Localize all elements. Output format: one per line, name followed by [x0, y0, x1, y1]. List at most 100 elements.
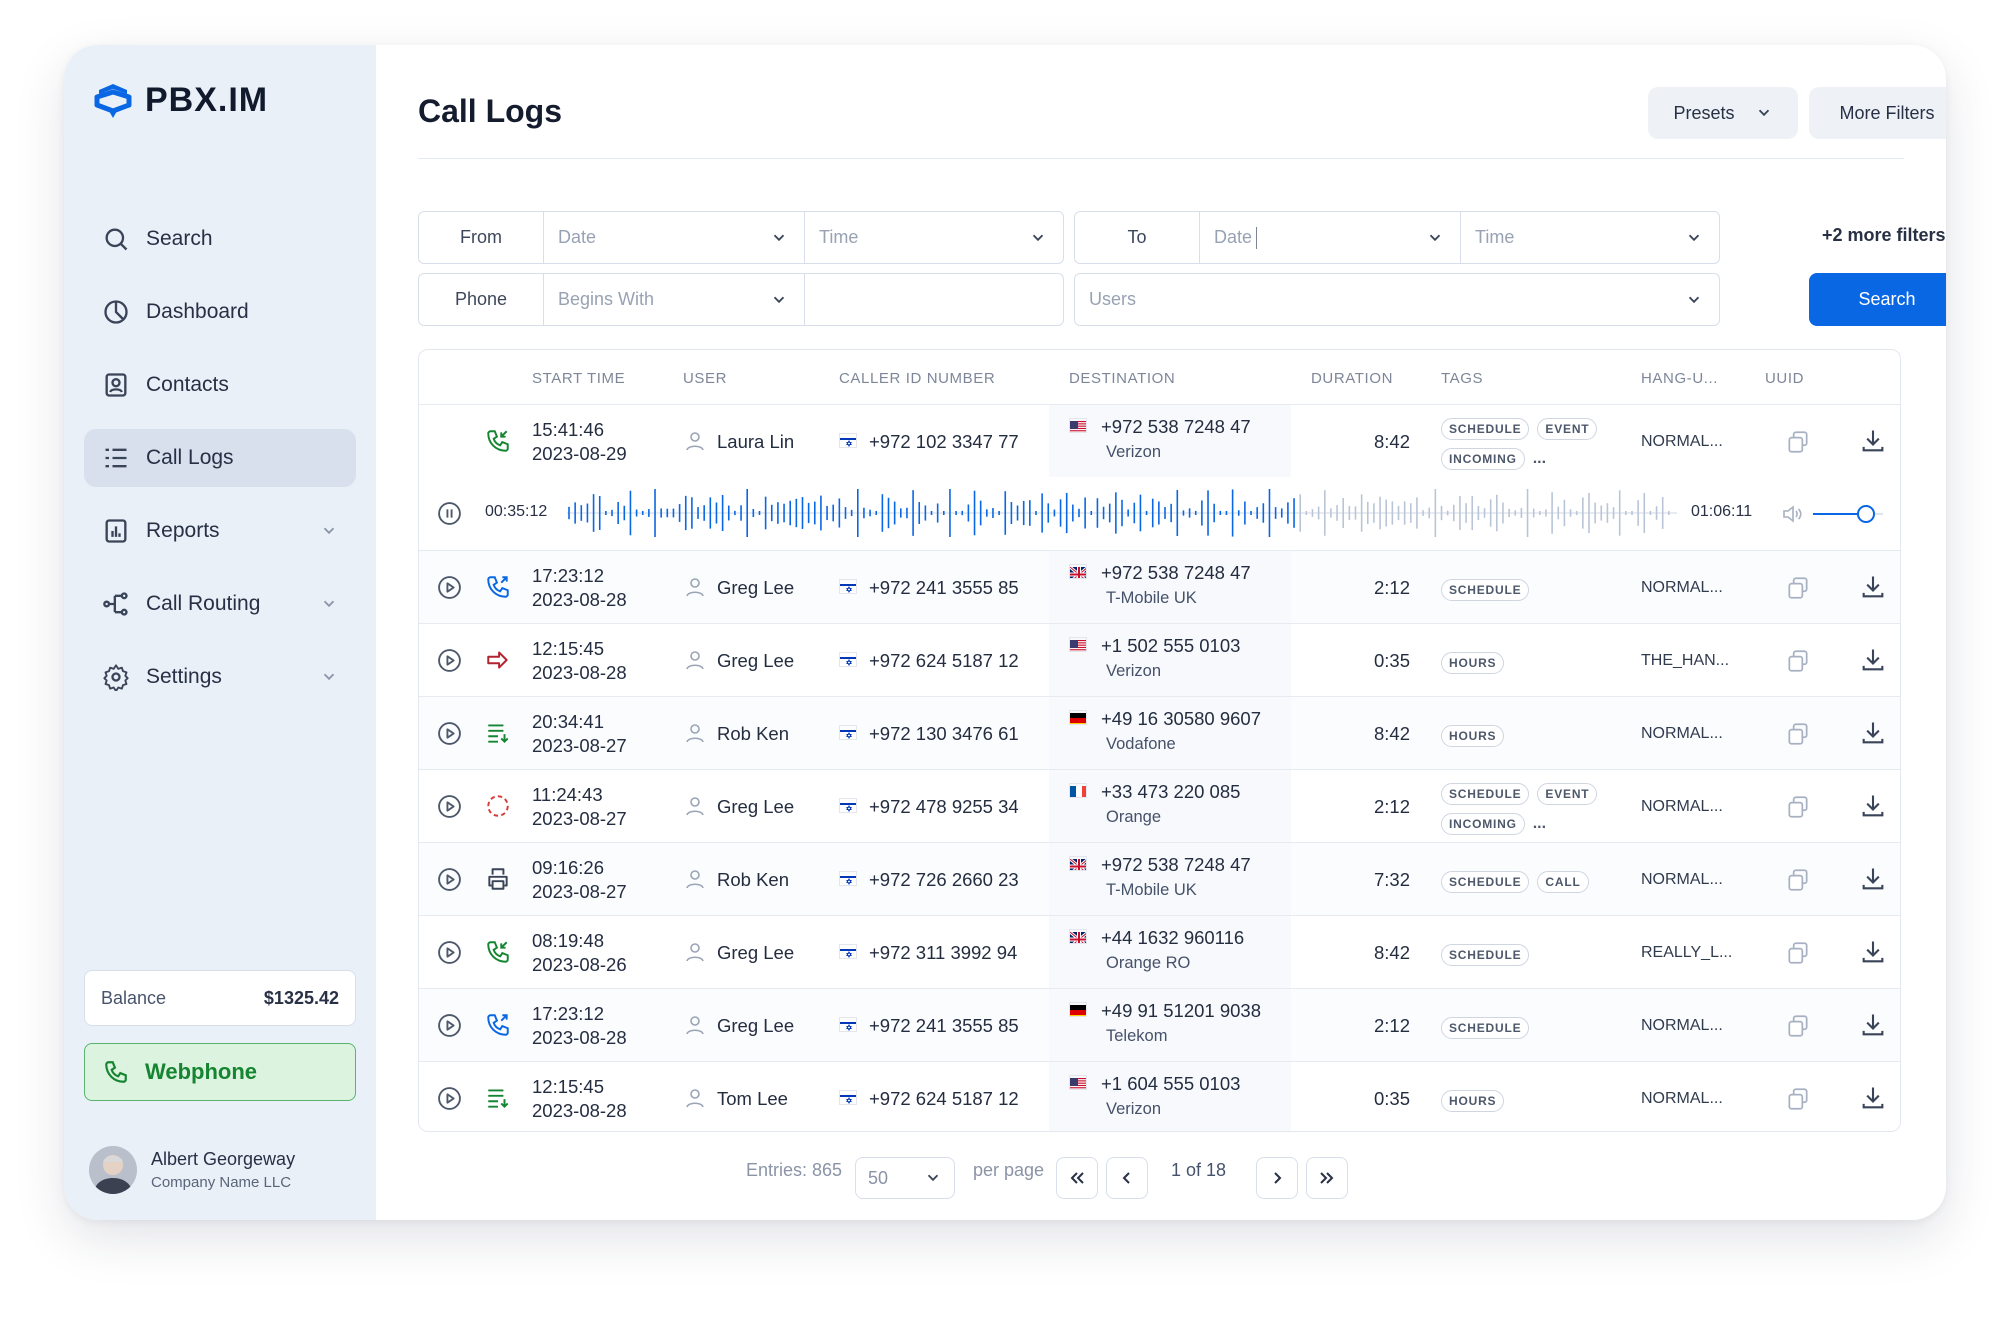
play-icon[interactable]: [437, 575, 462, 600]
copy-icon[interactable]: [1785, 794, 1811, 820]
table-row[interactable]: 12:15:45 2023-08-28 Greg Lee +972 624 5187 …: [419, 623, 1900, 696]
sidebar-item-contacts[interactable]: Contacts: [84, 356, 356, 414]
play-icon[interactable]: [437, 1013, 462, 1038]
caller-id-number: +972 241 3555 85: [869, 577, 1019, 598]
presets-dropdown[interactable]: Presets: [1648, 87, 1798, 139]
copy-icon[interactable]: [1785, 721, 1811, 747]
per-page-select[interactable]: 50: [855, 1157, 955, 1199]
start-date: 2023-08-28: [532, 1100, 627, 1121]
volume-slider[interactable]: [1813, 505, 1883, 523]
play-icon[interactable]: [437, 721, 462, 746]
copy-icon[interactable]: [1785, 648, 1811, 674]
header-destination[interactable]: DESTINATION: [1069, 370, 1176, 387]
sidebar-item-dashboard[interactable]: Dashboard: [84, 283, 356, 341]
entries-count: Entries: 865: [746, 1160, 843, 1180]
header-tags[interactable]: TAGS: [1441, 370, 1484, 387]
carrier-name: T-Mobile UK: [1106, 881, 1197, 899]
users-select[interactable]: Users: [1074, 273, 1720, 326]
brand-name: PBX.IM: [145, 81, 269, 119]
user-profile[interactable]: Albert Georgeway Company Name LLC: [89, 1146, 295, 1194]
chevron-down-icon[interactable]: [320, 668, 338, 686]
copy-icon[interactable]: [1785, 867, 1811, 893]
webphone-button[interactable]: Webphone: [84, 1043, 356, 1101]
volume-icon[interactable]: [1779, 502, 1805, 526]
user-name[interactable]: Tom Lee: [717, 1088, 788, 1109]
search-button[interactable]: Search: [1809, 273, 1946, 326]
users-dropdown[interactable]: Users: [1075, 274, 1719, 325]
download-icon[interactable]: [1859, 427, 1887, 455]
play-icon[interactable]: [437, 867, 462, 892]
extra-filters-link[interactable]: +2 more filters: [1822, 225, 1946, 245]
start-time: 17:23:12: [532, 565, 605, 586]
user-name[interactable]: Greg Lee: [717, 796, 795, 817]
download-icon[interactable]: [1859, 938, 1887, 966]
sidebar-item-reports[interactable]: Reports: [84, 502, 356, 560]
header-user[interactable]: USER: [683, 370, 728, 387]
sidebar-item-search[interactable]: Search: [84, 210, 356, 268]
next-page-button[interactable]: [1256, 1157, 1298, 1199]
table-row[interactable]: 11:24:43 2023-08-27 Greg Lee +972 478 9255 …: [419, 769, 1900, 842]
download-icon[interactable]: [1859, 646, 1887, 674]
user-name[interactable]: Rob Ken: [717, 869, 789, 890]
destination-cell: [1049, 624, 1291, 696]
brand-logo[interactable]: PBX.IM: [93, 81, 268, 120]
play-icon[interactable]: [437, 940, 462, 965]
first-page-button[interactable]: [1056, 1157, 1098, 1199]
tag-badge: SCHEDULE: [1441, 871, 1530, 893]
sidebar-item-call-routing[interactable]: Call Routing: [84, 575, 356, 633]
download-icon[interactable]: [1859, 865, 1887, 893]
user-name[interactable]: Laura Lin: [717, 431, 795, 452]
header-uuid[interactable]: UUID: [1765, 370, 1805, 387]
user-name[interactable]: Greg Lee: [717, 577, 795, 598]
phone-match-select[interactable]: Begins With: [543, 274, 804, 325]
play-icon[interactable]: [437, 648, 462, 673]
more-tags[interactable]: ...: [1532, 450, 1547, 467]
table-row[interactable]: 15:41:46 2023-08-29 Laura Lin +972 102 3347…: [419, 404, 1900, 477]
download-icon[interactable]: [1859, 719, 1887, 747]
list-icon: [105, 448, 127, 468]
download-icon[interactable]: [1859, 1084, 1887, 1112]
header-caller-id[interactable]: CALLER ID NUMBER: [839, 370, 996, 387]
table-row[interactable]: 17:23:12 2023-08-28 Greg Lee +972 241 3555 …: [419, 550, 1900, 623]
header-start-time[interactable]: START TIME: [532, 370, 626, 387]
copy-icon[interactable]: [1785, 940, 1811, 966]
user-name[interactable]: Greg Lee: [717, 1015, 795, 1036]
copy-icon[interactable]: [1785, 575, 1811, 601]
user-name[interactable]: Rob Ken: [717, 723, 789, 744]
play-icon[interactable]: [437, 794, 462, 819]
table-row[interactable]: 20:34:41 2023-08-27 Rob Ken +972 130 3476 6…: [419, 696, 1900, 769]
prev-page-button[interactable]: [1106, 1157, 1148, 1199]
user-name[interactable]: Greg Lee: [717, 650, 795, 671]
chevron-down-icon[interactable]: [320, 595, 338, 613]
chevron-down-icon[interactable]: [320, 522, 338, 540]
header-hangup[interactable]: HANG-U...: [1641, 370, 1719, 387]
copy-icon[interactable]: [1785, 1086, 1811, 1112]
chevron-down-icon: [1688, 234, 1700, 242]
table-row[interactable]: 12:15:45 2023-08-28 Tom Lee +972 624 5187 1…: [419, 1061, 1900, 1131]
table-row[interactable]: 09:16:26 2023-08-27 Rob Ken +972 726 2660 2…: [419, 842, 1900, 915]
from-date-select[interactable]: Date: [543, 212, 804, 263]
from-time-select[interactable]: Time: [804, 212, 1063, 263]
play-icon[interactable]: [437, 1086, 462, 1111]
copy-icon[interactable]: [1785, 429, 1811, 455]
more-filters-button[interactable]: More Filters: [1809, 87, 1946, 139]
to-time-select[interactable]: Time: [1460, 212, 1719, 263]
volume-fill: [1813, 513, 1866, 515]
user-name[interactable]: Greg Lee: [717, 942, 795, 963]
to-date-select[interactable]: Date: [1199, 212, 1460, 263]
download-icon[interactable]: [1859, 792, 1887, 820]
header-duration[interactable]: DURATION: [1311, 370, 1394, 387]
sidebar-item-call-logs[interactable]: Call Logs: [84, 429, 356, 487]
download-icon[interactable]: [1859, 1011, 1887, 1039]
pause-icon[interactable]: [437, 501, 462, 526]
volume-knob[interactable]: [1856, 505, 1875, 523]
last-page-button[interactable]: [1306, 1157, 1348, 1199]
sidebar-item-settings[interactable]: Settings: [84, 648, 356, 706]
phone-input[interactable]: [804, 274, 1063, 325]
table-row[interactable]: 17:23:12 2023-08-28 Greg Lee +972 241 3555 …: [419, 988, 1900, 1061]
waveform[interactable]: [567, 487, 1677, 539]
copy-icon[interactable]: [1785, 1013, 1811, 1039]
download-icon[interactable]: [1859, 573, 1887, 601]
table-row[interactable]: 08:19:48 2023-08-26 Greg Lee +972 311 3992 …: [419, 915, 1900, 988]
more-tags[interactable]: ...: [1532, 815, 1547, 832]
